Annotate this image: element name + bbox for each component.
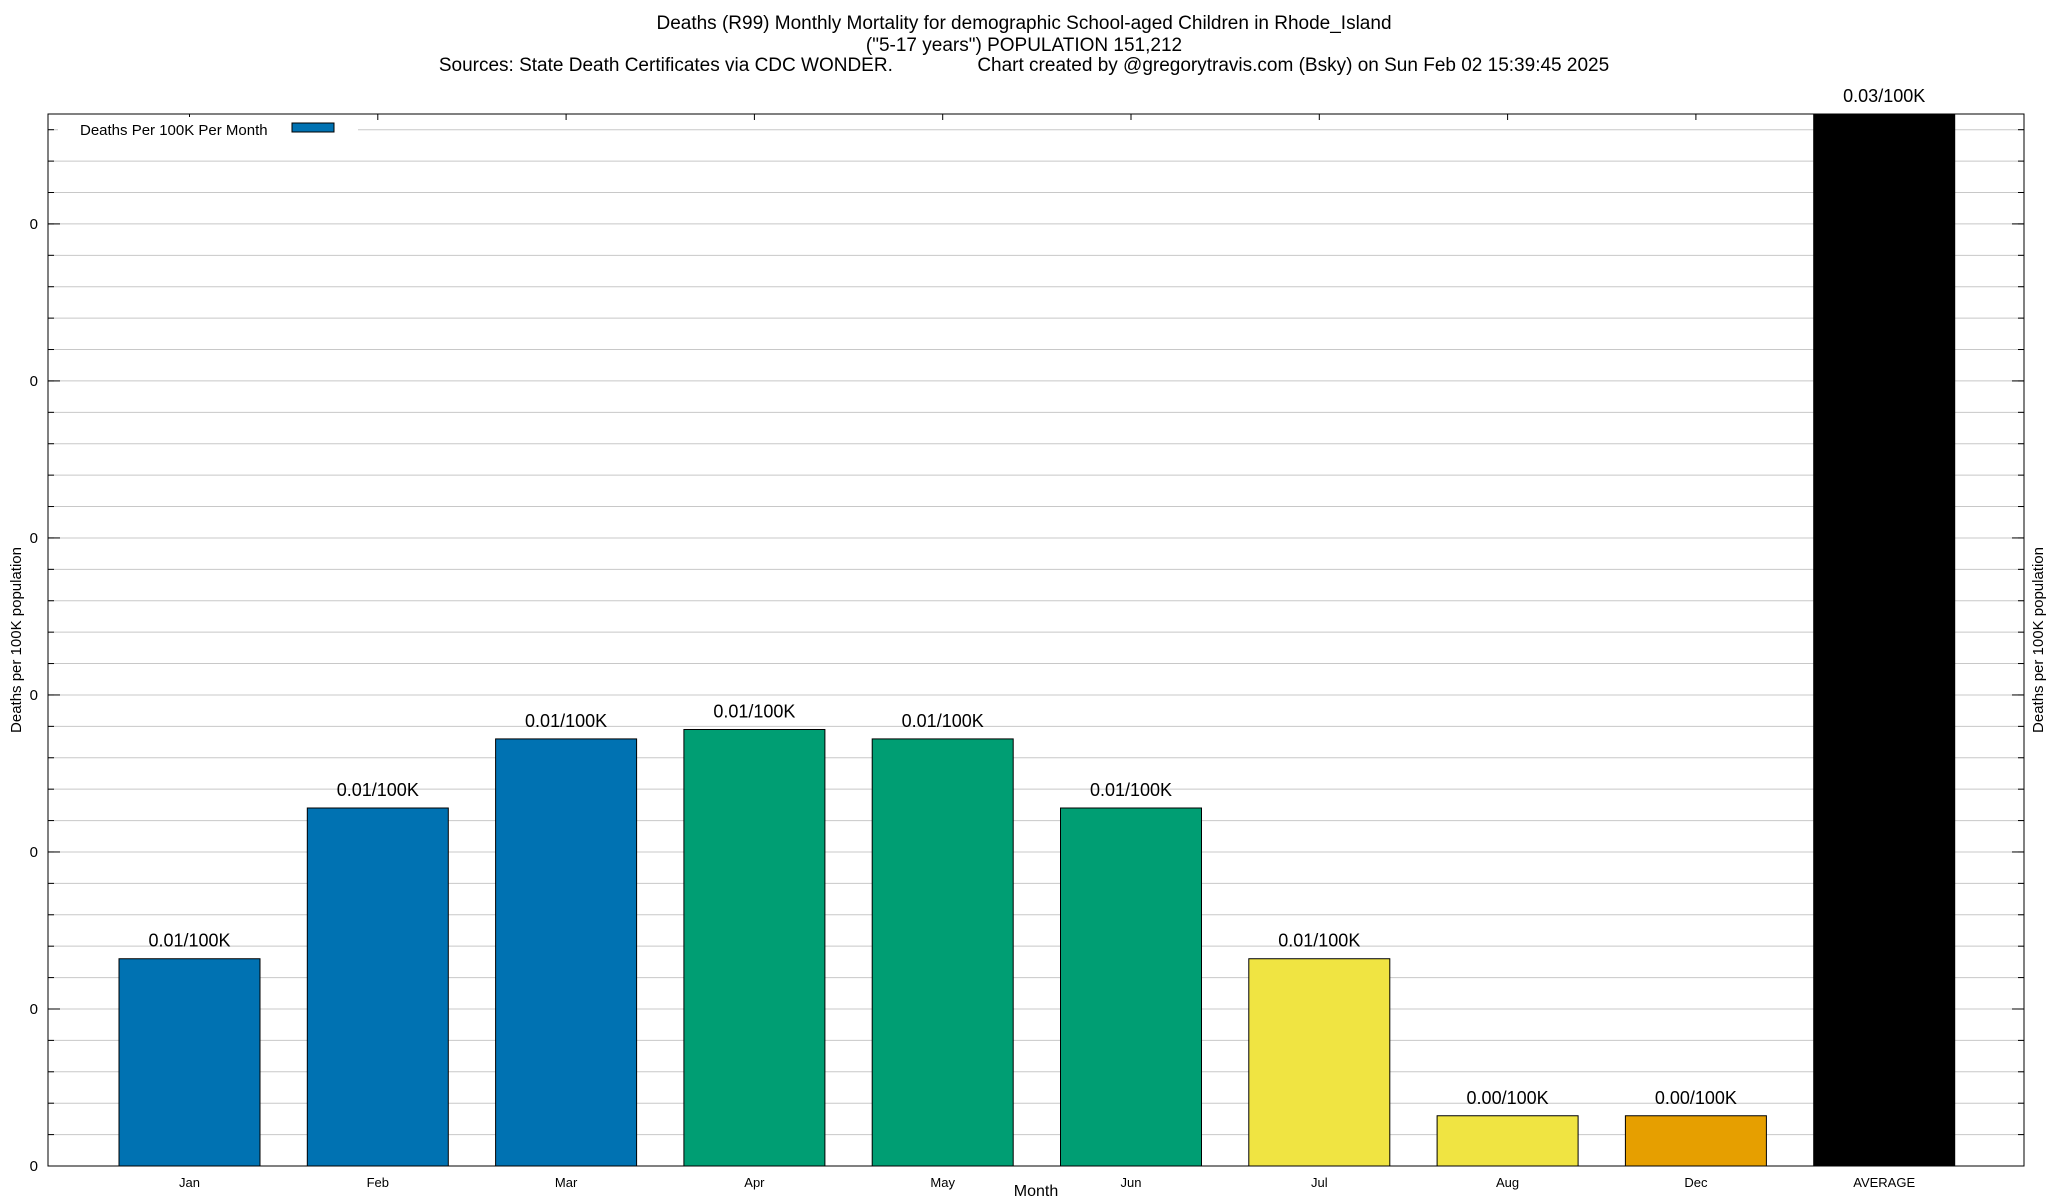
x-tick-label: Jun: [1121, 1175, 1142, 1190]
bar-aug: [1436, 1115, 1579, 1167]
data-label: 0.01/100K: [525, 711, 607, 731]
y-tick-label: 0: [30, 1001, 38, 1018]
y-tick-label: 0: [30, 1158, 38, 1175]
data-label: 0.01/100K: [1090, 780, 1172, 800]
data-label: 0.01/100K: [902, 711, 984, 731]
legend-swatch: [291, 122, 335, 133]
data-label: 0.00/100K: [1655, 1088, 1737, 1108]
y-axis-label: Deaths per 100K population: [8, 547, 25, 733]
bar-jun: [1060, 807, 1202, 1167]
bar-mar: [495, 738, 638, 1167]
plot-frame: [47, 113, 2025, 1167]
y2-axis-label: Deaths per 100K population: [2030, 547, 2047, 733]
chart-title: Deaths (R99) Monthly Mortality for demog…: [656, 13, 1392, 34]
data-label: 0.03/100K: [1843, 86, 1925, 106]
chart-subtitle: ("5-17 years") POPULATION 151,212: [865, 35, 1183, 56]
data-label: 0.01/100K: [713, 701, 795, 721]
data-label: 0.01/100K: [148, 931, 230, 951]
data-label: 0.01/100K: [337, 780, 419, 800]
bar-apr: [683, 728, 826, 1167]
y-tick-label: 0: [30, 216, 38, 233]
x-tick-label: Jan: [179, 1175, 200, 1190]
data-label: 0.01/100K: [1278, 931, 1360, 951]
x-tick-label: Aug: [1496, 1175, 1519, 1190]
bar-jul: [1248, 958, 1391, 1167]
bar-dec: [1624, 1115, 1767, 1167]
bar-average: [1813, 113, 1956, 1167]
bar-jan: [118, 958, 261, 1167]
chart-sources-line: Sources: State Death Certificates via CD…: [438, 55, 1610, 76]
y-tick-label: 0: [30, 373, 38, 390]
x-tick-label: Mar: [555, 1175, 578, 1190]
x-axis-label: Month: [1014, 1183, 1058, 1200]
y-tick-label: 0: [30, 844, 38, 861]
x-tick-label: Feb: [367, 1175, 389, 1190]
x-tick-label: Apr: [744, 1175, 765, 1190]
bar-feb: [306, 807, 449, 1167]
x-tick-label: Jul: [1311, 1175, 1328, 1190]
y-tick-label: 0: [30, 530, 38, 547]
x-tick-label: Dec: [1684, 1175, 1708, 1190]
legend-label: Deaths Per 100K Per Month: [80, 122, 268, 139]
y-tick-label: 0: [30, 687, 38, 704]
x-tick-label: AVERAGE: [1853, 1175, 1915, 1190]
bar-may: [871, 738, 1014, 1167]
data-label: 0.00/100K: [1467, 1088, 1549, 1108]
x-tick-label: May: [930, 1175, 955, 1190]
